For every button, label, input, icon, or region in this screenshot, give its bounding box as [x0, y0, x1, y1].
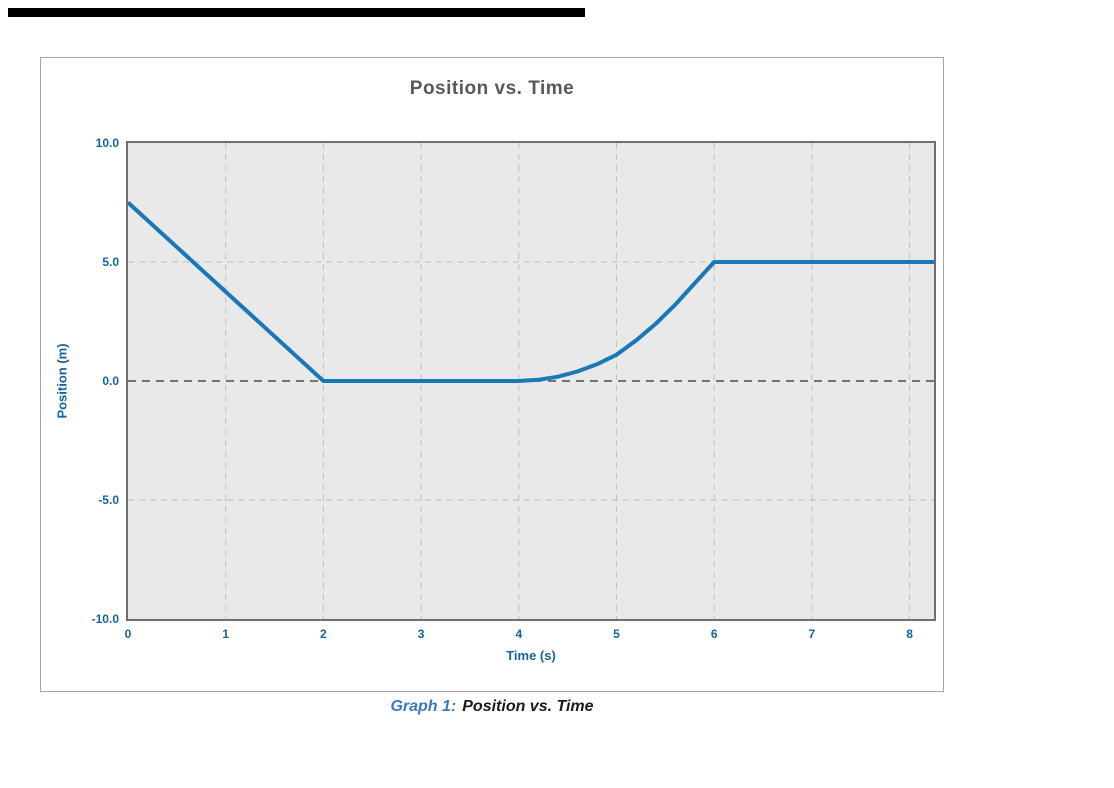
x-tick-label: 6 [710, 627, 718, 641]
x-tick-label: 1 [222, 627, 230, 641]
y-tick-label: 5.0 [102, 255, 119, 269]
plot-svg [128, 143, 934, 619]
caption-title: Position vs. Time [462, 698, 594, 715]
x-tick-label: 3 [417, 627, 425, 641]
top-rule [8, 8, 585, 17]
figure-caption: Graph 1: Position vs. Time [40, 698, 944, 716]
y-tick-label: 10.0 [95, 136, 119, 150]
x-tick-label: 4 [515, 627, 523, 641]
x-tick-label: 2 [320, 627, 327, 641]
x-tick-label: 5 [613, 627, 620, 641]
y-tick-label: 0.0 [102, 374, 119, 388]
series-line-position [128, 201, 934, 383]
y-tick-label: -5.0 [98, 493, 119, 507]
x-tick-label: 8 [906, 627, 913, 641]
y-axis-label: Position (m) [54, 343, 70, 419]
caption-label: Graph 1: [390, 698, 457, 715]
x-tick-label: 7 [808, 627, 816, 641]
y-tick-label: -10.0 [91, 612, 119, 626]
x-axis-label: Time (s) [506, 648, 556, 663]
x-tick-label: 0 [124, 627, 132, 641]
plot-area [126, 141, 936, 621]
chart-container: Position vs. Time Position (m) 10.0 5.0 0.… [40, 57, 944, 692]
chart-title: Position vs. Time [409, 78, 575, 99]
